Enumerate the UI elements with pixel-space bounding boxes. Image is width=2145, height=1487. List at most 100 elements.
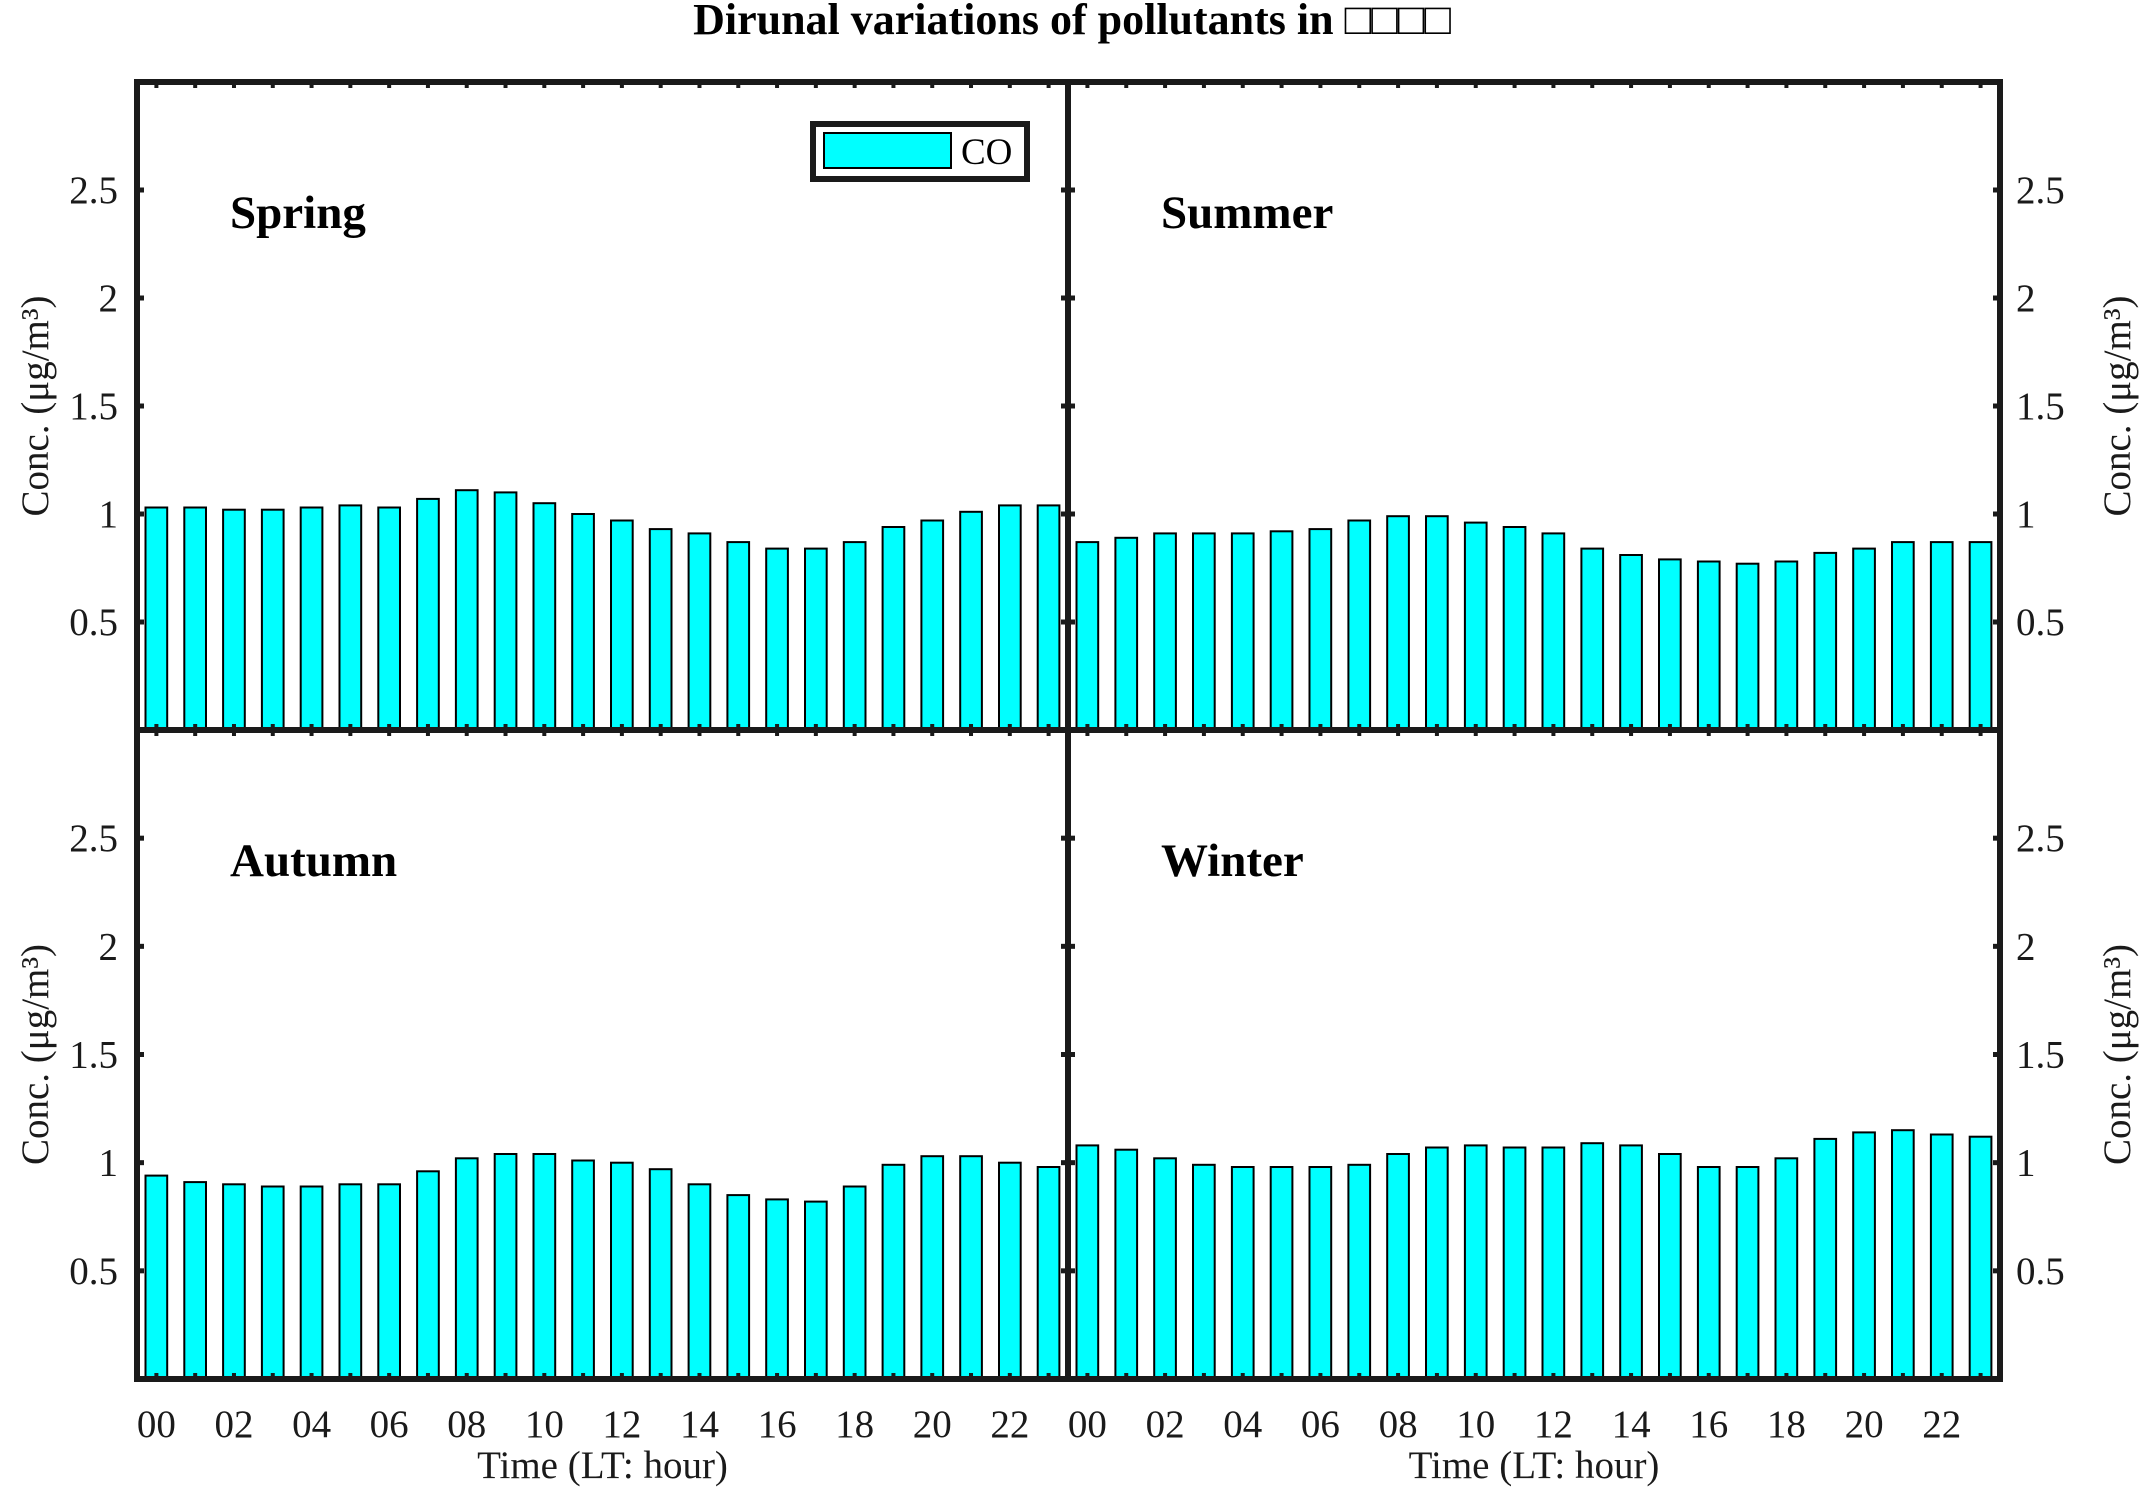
bar-spring-15 [726, 541, 751, 731]
bar-spring-00 [144, 506, 169, 731]
y-axis-label: Conc. (μg/m³) [2096, 944, 2139, 1165]
bar-summer-08 [1386, 515, 1410, 732]
bar-spring-20 [920, 519, 945, 731]
bar-winter-08 [1386, 1153, 1410, 1380]
bar-summer-14 [1619, 554, 1643, 731]
bar-spring-22 [998, 504, 1022, 731]
bar-summer-22 [1929, 541, 1954, 731]
bar-autumn-03 [260, 1185, 285, 1380]
bar-spring-13 [648, 528, 673, 731]
bar-winter-01 [1114, 1148, 1139, 1380]
bar-spring-05 [338, 504, 363, 731]
bar-winter-13 [1580, 1142, 1605, 1380]
ytick-label: 1 [2016, 493, 2036, 536]
bar-autumn-05 [338, 1183, 363, 1381]
x-axis-label: Time (LT: hour) [477, 1444, 728, 1487]
bar-autumn-11 [571, 1159, 595, 1380]
xtick-label: 20 [913, 1403, 952, 1446]
bar-winter-09 [1425, 1146, 1449, 1380]
xtick-label: 08 [447, 1403, 486, 1446]
bar-winter-17 [1735, 1166, 1760, 1380]
bar-summer-06 [1308, 528, 1333, 731]
bar-autumn-18 [842, 1185, 867, 1380]
bar-autumn-07 [416, 1170, 440, 1381]
bar-winter-16 [1696, 1166, 1721, 1380]
bar-autumn-13 [648, 1168, 673, 1380]
bar-summer-11 [1502, 526, 1527, 731]
ytick-label: 2.5 [69, 817, 118, 860]
bar-winter-15 [1658, 1153, 1682, 1380]
bar-summer-16 [1696, 560, 1721, 731]
ytick-label: 1.5 [69, 385, 118, 428]
bar-spring-08 [454, 489, 479, 732]
bar-autumn-06 [377, 1183, 401, 1381]
bar-autumn-19 [881, 1163, 906, 1381]
bar-summer-09 [1425, 515, 1449, 732]
bar-autumn-22 [998, 1161, 1022, 1380]
bar-autumn-09 [493, 1153, 518, 1380]
xtick-label: 00 [1068, 1403, 1107, 1446]
bar-spring-14 [687, 532, 712, 732]
bar-summer-00 [1075, 541, 1100, 731]
panel-winter: Winter 0.5 1 1.5 2 2.5 Conc. (μg/m³) 00 02 04 06 08… [1068, 730, 2139, 1487]
ytick-label: 2.5 [2016, 169, 2065, 212]
ytick-label: 0.5 [2016, 601, 2065, 644]
bar-spring-09 [493, 491, 518, 731]
ytick-label: 1 [99, 1142, 119, 1185]
xtick-label: 18 [835, 1403, 874, 1446]
xtick-label: 08 [1379, 1403, 1418, 1446]
bar-winter-18 [1774, 1157, 1799, 1381]
bar-summer-13 [1580, 547, 1605, 731]
bar-winter-11 [1502, 1146, 1527, 1380]
bar-summer-02 [1153, 532, 1177, 732]
bar-spring-03 [260, 508, 285, 732]
xtick-label: 14 [1612, 1403, 1651, 1446]
legend: CO [810, 121, 1030, 182]
bar-winter-00 [1075, 1144, 1100, 1381]
xtick-label: 18 [1767, 1403, 1806, 1446]
bar-summer-15 [1658, 558, 1682, 732]
ytick-label: 2.5 [2016, 817, 2065, 860]
ytick-label: 1.5 [2016, 385, 2065, 428]
bar-winter-07 [1347, 1163, 1372, 1381]
ytick-label: 0.5 [69, 601, 118, 644]
x-axis-label: Time (LT: hour) [1409, 1444, 1660, 1487]
bar-spring-19 [881, 526, 906, 731]
bar-winter-06 [1308, 1166, 1333, 1380]
bar-winter-03 [1192, 1163, 1216, 1381]
bar-winter-22 [1929, 1133, 1954, 1380]
bar-spring-10 [532, 502, 557, 732]
xtick-label: 22 [990, 1403, 1029, 1446]
bar-autumn-01 [183, 1181, 208, 1380]
ytick-label: 2 [99, 925, 119, 968]
bar-autumn-20 [920, 1155, 945, 1380]
xtick-label: 06 [1301, 1403, 1340, 1446]
bar-winter-23 [1968, 1135, 1993, 1380]
bar-summer-03 [1192, 532, 1216, 732]
xtick-label: 16 [758, 1403, 797, 1446]
bar-spring-04 [299, 506, 324, 731]
bar-winter-02 [1153, 1157, 1177, 1381]
bar-autumn-21 [959, 1155, 983, 1380]
panel-label-winter: Winter [1161, 835, 1304, 887]
xtick-label: 16 [1689, 1403, 1728, 1446]
bar-spring-16 [765, 547, 789, 731]
bar-winter-05 [1269, 1166, 1294, 1380]
bar-autumn-10 [532, 1153, 557, 1380]
bar-autumn-23 [1036, 1166, 1061, 1380]
bar-autumn-17 [804, 1200, 828, 1380]
panel-summer: Summer 0.5 1 1.5 2 2.5 Conc. (μg/m³) [1068, 82, 2139, 732]
bar-autumn-15 [726, 1194, 751, 1380]
bar-spring-12 [610, 519, 634, 731]
bar-summer-23 [1968, 541, 1993, 731]
ytick-label: 1.5 [69, 1034, 118, 1077]
y-axis-label: Conc. (μg/m³) [2096, 295, 2139, 516]
bar-spring-18 [842, 541, 867, 731]
plot-area: Spring 0.5 1 1.5 2 2.5 Conc. (μg/m³) Summer 0.5 1… [14, 79, 2139, 1487]
bar-spring-01 [183, 506, 208, 731]
xtick-label: 10 [1456, 1403, 1495, 1446]
bar-autumn-00 [144, 1174, 169, 1380]
chart-title: Dirunal variations of pollutants in □□□□ [693, 0, 1451, 44]
legend-swatch [823, 132, 952, 169]
